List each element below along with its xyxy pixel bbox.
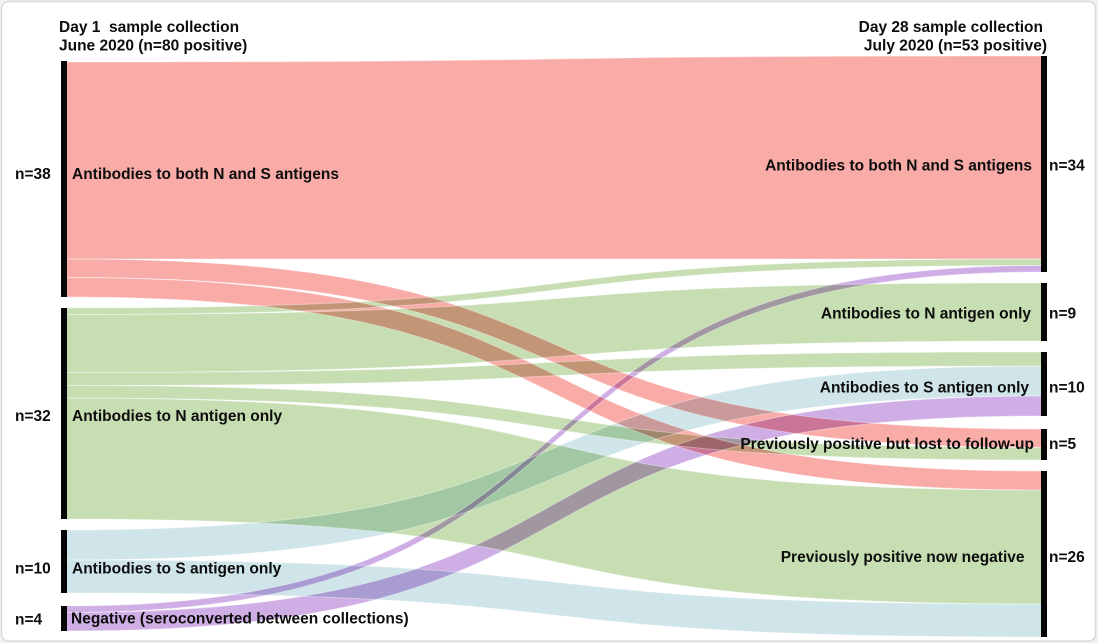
svg-text:July 2020 (n=53 positive): July 2020 (n=53 positive) (864, 38, 1047, 55)
svg-text:n=32: n=32 (15, 408, 51, 425)
svg-text:n=26: n=26 (1049, 549, 1085, 566)
svg-text:n=38: n=38 (15, 166, 51, 183)
svg-text:Day 1 sample collection: Day 1 sample collection (59, 19, 239, 36)
svg-text:Antibodies to N antigen only: Antibodies to N antigen only (821, 306, 1031, 323)
svg-text:June 2020 (n=80 positive): June 2020 (n=80 positive) (59, 37, 247, 54)
svg-text:Antibodies to S antigen only: Antibodies to S antigen only (72, 561, 282, 578)
svg-text:Day 28 sample collection: Day 28 sample collection (859, 19, 1043, 36)
svg-text:n=10: n=10 (1049, 380, 1085, 397)
svg-text:Previously positive but lost t: Previously positive but lost to follow-u… (740, 436, 1034, 453)
svg-text:Antibodies to both N and S ant: Antibodies to both N and S antigens (765, 158, 1032, 175)
svg-text:Antibodies to S antigen only: Antibodies to S antigen only (820, 380, 1030, 397)
svg-text:n=5: n=5 (1049, 436, 1077, 453)
svg-text:n=4: n=4 (15, 612, 43, 629)
svg-text:Previously positive now negati: Previously positive now negative (781, 549, 1025, 566)
svg-text:Antibodies to both N and S ant: Antibodies to both N and S antigens (72, 166, 339, 183)
svg-text:Antibodies to N antigen only: Antibodies to N antigen only (72, 408, 282, 425)
svg-text:Negative (seroconverted betwee: Negative (seroconverted between collecti… (71, 611, 409, 628)
svg-text:n=9: n=9 (1049, 306, 1077, 323)
svg-text:n=34: n=34 (1049, 158, 1085, 175)
svg-text:n=10: n=10 (15, 561, 51, 578)
